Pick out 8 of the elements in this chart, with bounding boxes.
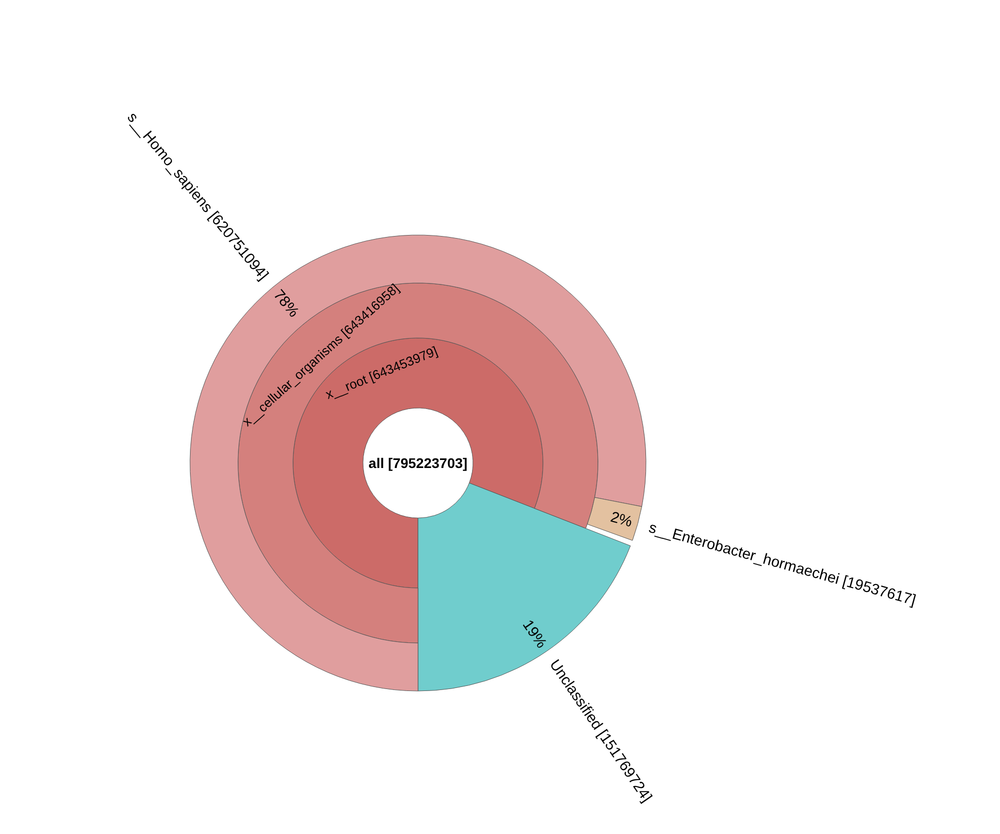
text: ] — [430, 343, 440, 359]
text: 2% — [608, 508, 634, 531]
text: [ — [388, 455, 394, 471]
text: ] — [909, 592, 918, 610]
data-label: 795223703 — [392, 455, 463, 471]
text: ] — [462, 455, 468, 471]
category-label: all — [368, 455, 388, 471]
text: [ — [840, 572, 850, 590]
